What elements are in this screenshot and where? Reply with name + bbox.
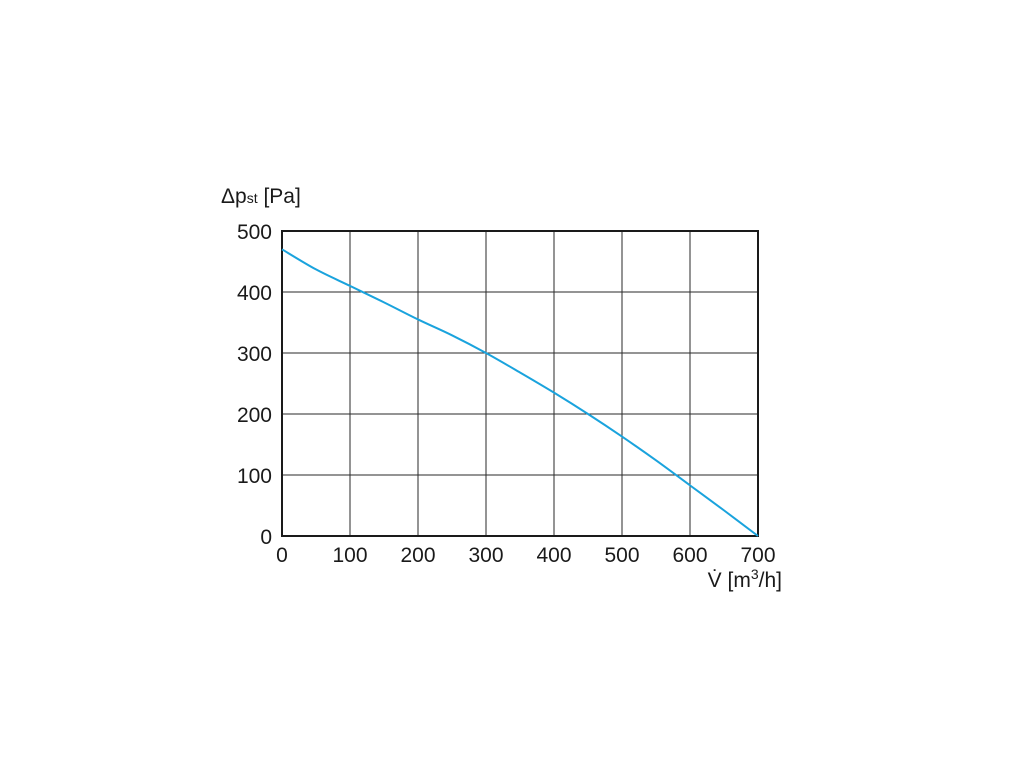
x-tick-label: 500 xyxy=(604,544,639,567)
y-tick-label: 200 xyxy=(237,404,272,427)
x-tick-label: 0 xyxy=(276,544,288,567)
x-tick-label: 200 xyxy=(400,544,435,567)
x-axis-symbol: V̇ xyxy=(708,569,722,592)
y-axis-symbol: Δp xyxy=(221,185,247,208)
y-tick-label: 400 xyxy=(237,282,272,305)
y-tick-label: 100 xyxy=(237,465,272,488)
y-tick-label: 500 xyxy=(237,221,272,244)
x-axis-unit-pre: [m xyxy=(722,569,751,592)
y-tick-labels: 0 100 200 300 400 500 xyxy=(237,221,272,549)
series-curves xyxy=(281,248,759,537)
x-tick-label: 400 xyxy=(536,544,571,567)
y-axis-subscript: st xyxy=(247,190,258,206)
grid xyxy=(281,230,759,537)
x-tick-label: 100 xyxy=(332,544,367,567)
y-axis-unit: [Pa] xyxy=(258,185,301,208)
x-tick-label: 600 xyxy=(672,544,707,567)
y-tick-label: 300 xyxy=(237,343,272,366)
y-axis-title: Δpst [Pa] xyxy=(221,185,301,208)
x-tick-label: 700 xyxy=(740,544,775,567)
x-axis-unit-superscript: 3 xyxy=(751,566,759,582)
series-line xyxy=(281,248,759,537)
x-axis-title: V̇ [m3/h] xyxy=(708,566,782,592)
x-tick-labels: 0 100 200 300 400 500 600 700 xyxy=(276,544,775,567)
x-axis-unit-post: /h] xyxy=(759,569,782,592)
y-tick-label: 0 xyxy=(260,526,272,549)
plot-frame xyxy=(281,230,759,537)
x-tick-label: 300 xyxy=(468,544,503,567)
